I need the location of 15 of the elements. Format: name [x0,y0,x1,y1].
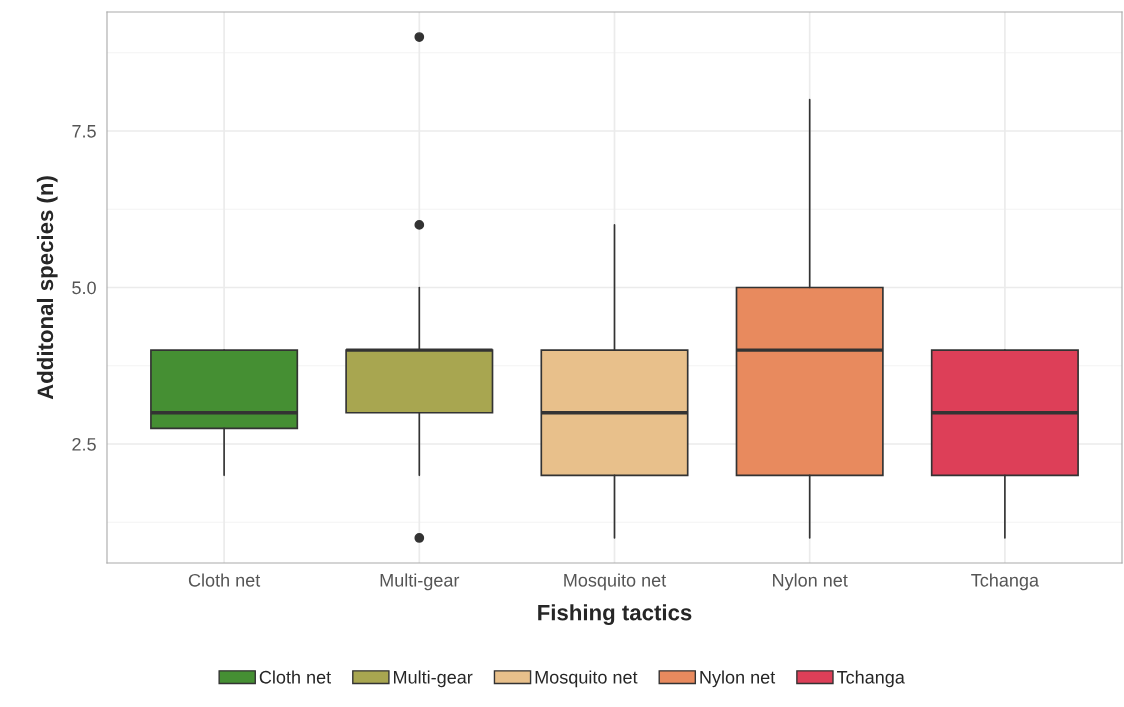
legend-label: Multi-gear [394,670,473,688]
legend-label: Nylon net [700,670,776,688]
legend-label: Mosquito net [535,670,638,688]
legend-label: Tchanga [837,670,905,688]
x-tick-label: Cloth net [188,573,261,587]
x-tick-label: Mosquito net [564,573,667,591]
y-tick-label: 2.5 [72,437,96,451]
x-axis-title: Fishing tactics [538,604,692,625]
y-axis-title: Additonal species (n) [36,176,58,400]
x-tick-label: Nylon net [773,573,848,591]
y-tick-label: 7.5 [72,125,96,138]
y-tick-label: 5.0 [72,281,96,295]
x-tick-label: Tchanga [971,573,1040,591]
x-tick-label: Multi-gear [380,573,460,591]
legend-label: Cloth net [259,670,332,684]
